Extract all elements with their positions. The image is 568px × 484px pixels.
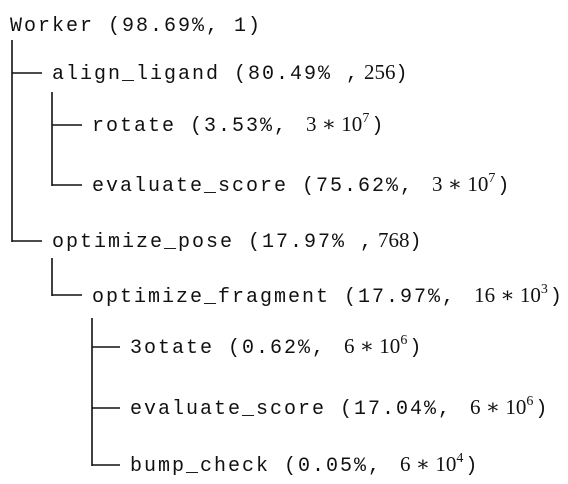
node-label: rotate (3.53%, [92, 115, 302, 138]
node-label: bump_check (0.05%, 6 ∗ 104) [130, 451, 479, 478]
node-label: optimize_fragment (17.97%, [92, 286, 470, 309]
node-end: ) [371, 115, 385, 138]
node-label: optimize_pose (17.97% , 768) [52, 228, 424, 254]
node-math: 16 ∗ 10 [474, 283, 541, 307]
node-end: ) [535, 398, 549, 421]
node-exp: 4 [456, 451, 465, 466]
node-math: 3 ∗ 10 [432, 172, 488, 196]
node-exp: 7 [488, 171, 497, 186]
node-label: evaluate_score (75.62%, [92, 175, 428, 198]
node-math: 3 ∗ 10 [306, 112, 362, 136]
node-label: Worker (98.69%, 1) [10, 15, 262, 38]
node-label: 3otate (0.62%, [130, 337, 340, 360]
node-label: 3otate (0.62%, 6 ∗ 106) [130, 333, 423, 360]
node-label: Worker (98.69%, 1) [10, 15, 262, 38]
node-math: 6 ∗ 10 [470, 395, 526, 419]
node-end: ) [396, 63, 410, 86]
node-label: align_ligand (80.49% , 256) [52, 60, 410, 86]
node-label: optimize_pose (17.97% , [52, 231, 374, 254]
node-exp: 3 [541, 282, 550, 297]
node-math: 6 ∗ 10 [344, 334, 400, 358]
node-end: ) [497, 175, 511, 198]
node-label: evaluate_score (75.62%, 3 ∗ 107) [92, 171, 511, 198]
node-exp: 7 [362, 111, 371, 126]
node-math: 768 [378, 228, 410, 252]
node-label: bump_check (0.05%, [130, 455, 396, 478]
node-exp: 6 [526, 394, 535, 409]
connectors [11, 40, 120, 466]
node-math: 6 ∗ 10 [400, 452, 456, 476]
node-end: ) [465, 455, 479, 478]
node-label: evaluate_score (17.04%, [130, 398, 466, 421]
node-label: optimize_fragment (17.97%, 16 ∗ 103) [92, 282, 564, 309]
node-end: ) [550, 286, 564, 309]
node-exp: 6 [400, 333, 409, 348]
node-label: align_ligand (80.49% , [52, 63, 360, 86]
node-label: evaluate_score (17.04%, 6 ∗ 106) [130, 394, 549, 421]
node-end: ) [410, 231, 424, 254]
node-end: ) [409, 337, 423, 360]
node-math: 256 [364, 60, 396, 84]
node-label: rotate (3.53%, 3 ∗ 107) [92, 111, 385, 138]
